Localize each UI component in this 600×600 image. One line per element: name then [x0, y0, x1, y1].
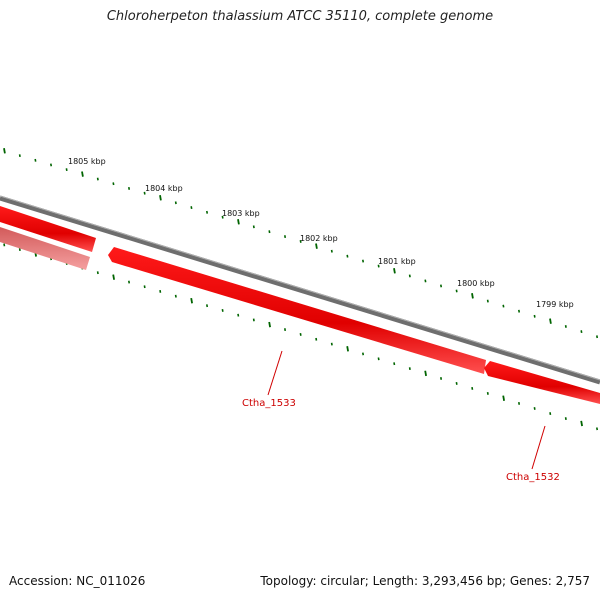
tick-label-1804-kbp: 1804 kbp: [145, 184, 183, 193]
major-tick: [346, 346, 349, 352]
tick-label-1800-kbp: 1800 kbp: [457, 279, 495, 288]
major-tick: [393, 268, 396, 274]
leader-line-ctha-1533: [267, 350, 283, 396]
genome-backbone-highlight: [0, 195, 600, 381]
outer-scale-ticks: [3, 148, 599, 339]
major-tick: [237, 219, 240, 225]
genome-stats-text: Topology: circular; Length: 3,293,456 bp…: [260, 574, 590, 588]
tick-label-1801-kbp: 1801 kbp: [378, 257, 416, 266]
genome-backbone: [0, 195, 600, 385]
gene-arrow-faded[interactable]: [0, 227, 90, 270]
gene-arrow-ctha-1533[interactable]: [108, 247, 486, 374]
tick-label-1799-kbp: 1799 kbp: [536, 300, 574, 309]
accession-text: Accession: NC_011026: [9, 574, 146, 588]
gene-label-ctha-1532[interactable]: Ctha_1532: [506, 472, 560, 483]
leader-line-ctha-1532: [531, 425, 546, 470]
major-tick: [81, 171, 84, 177]
major-tick: [268, 321, 271, 328]
major-tick: [315, 243, 318, 249]
gene-arrow-upper[interactable]: [0, 206, 96, 252]
major-tick: [502, 395, 505, 401]
gene-arrow-ctha-1532[interactable]: [484, 361, 600, 404]
inner-scale-ticks: [3, 243, 599, 431]
major-tick: [159, 195, 162, 201]
major-tick: [112, 274, 115, 280]
major-tick: [424, 370, 427, 377]
major-tick: [3, 148, 6, 154]
gene-label-ctha-1533[interactable]: Ctha_1533: [242, 398, 296, 409]
tick-label-1802-kbp: 1802 kbp: [300, 234, 338, 243]
major-tick: [580, 420, 583, 427]
major-tick: [190, 297, 193, 304]
major-tick: [549, 318, 552, 324]
tick-label-1805-kbp: 1805 kbp: [68, 157, 106, 166]
tick-label-1803-kbp: 1803 kbp: [222, 209, 260, 218]
genome-title: Chloroherpeton thalassium ATCC 35110, co…: [106, 9, 494, 24]
major-tick: [471, 293, 474, 299]
